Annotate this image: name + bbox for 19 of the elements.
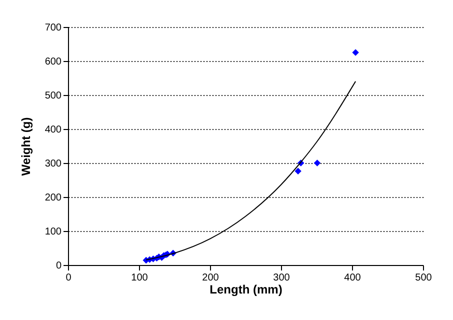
point [294,168,302,175]
y-tick-label: 0 [56,260,62,272]
x-tick-label: 200 [202,272,220,284]
y-tick-label: 700 [44,22,62,34]
y-axis-title: Weight (g) [18,117,33,176]
point [352,49,359,56]
y-tick-label: 600 [44,56,62,68]
x-tick-label: 300 [273,272,290,284]
y-tick-label: 100 [44,226,62,238]
point [314,160,321,166]
y-tick-label: 500 [44,90,62,102]
x-axis-title: Length (mm) [210,282,282,296]
y-tick-label: 200 [44,192,62,204]
x-tick-label: 400 [344,272,362,284]
x-tick-label: 100 [131,272,148,284]
y-tick-label: 400 [44,124,62,136]
x-tick-label: 0 [66,272,72,284]
y-tick-label: 300 [44,158,62,170]
x-tick-label: 500 [415,272,432,284]
